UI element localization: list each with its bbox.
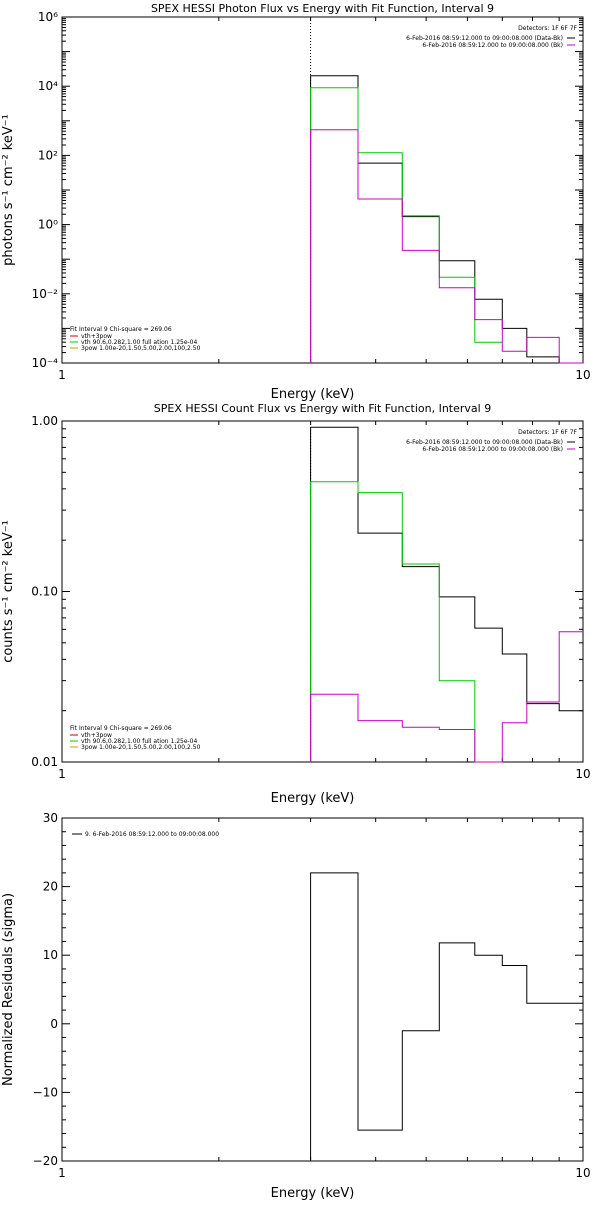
legend-entry-label: vth 90.6,0.282,1.00 full ation 1.25e-04 [81,738,197,745]
y-tick-label: 10⁶ [38,10,58,24]
resid-x-axis-label: Energy (keV) [271,1186,355,1200]
count-legend-fit: Fit Interval 9 Chi-square = 269.06vth+3p… [70,725,201,751]
resid-x-ticks: 1 10 [58,818,591,1180]
resid-plot-frame [61,817,584,1162]
photon-series-2 [310,129,583,364]
series-step-line [310,129,583,364]
count-y-ticks: 0.01 0.10 1.00 [31,414,583,769]
series-step-line [310,426,583,762]
count-plot-frame [61,420,584,763]
count-series-1 [310,481,503,763]
y-tick-label: 10⁻² [32,287,59,301]
legend-title: Detectors: 1F 6F 7F [518,429,577,436]
count-y-axis-label: counts s⁻¹ cm⁻² keV⁻¹ [1,520,16,663]
count-series-2 [310,631,583,763]
resid-legend: 9. 6-Feb-2016 08:59:12.000 to 09:00:08.0… [72,831,219,838]
photon-legend-top: Detectors: 1F 6F 7F 6-Feb-2016 08:59:12.0… [406,25,577,49]
y-tick-label: 0 [50,1017,58,1031]
legend-entry-label: vth+3pow [81,333,112,340]
photon-y-axis-label: photons s⁻¹ cm⁻² keV⁻¹ [1,114,16,266]
legend-entry-label: 6-Feb-2016 08:59:12.000 to 09:00:08.000 … [422,446,563,453]
series-step-line [310,481,503,763]
y-tick-label: 10 [43,948,58,962]
y-tick-label: 30 [43,811,58,825]
resid-y-ticks: −20 −10 0 10 20 30 [33,811,583,1168]
count-x-axis-label: Energy (keV) [271,791,355,806]
legend-entry-label: vth 90.6,0.282,1.00 full ation 1.25e-04 [81,339,197,346]
x-tick-label: 10 [575,368,590,382]
series-step-line [310,87,503,363]
legend-entry-label: 3pow 1.00e-20,1.50,5.00,2.00,100,2.50 [81,345,201,352]
legend-title: Detectors: 1F 6F 7F [518,25,577,32]
y-tick-label: 10⁰ [38,218,58,232]
x-tick-label: 1 [58,368,66,382]
photon-plot-frame [61,16,584,364]
series-step-line [310,631,583,763]
x-tick-label: 10 [575,767,590,781]
count-series-0 [310,426,583,762]
y-tick-label: 1.00 [31,414,58,428]
photon-panel: SPEX HESSI Photon Flux vs Energy with Fi… [1,2,591,402]
count-legend-top: Detectors: 1F 6F 7F 6-Feb-2016 08:59:12.0… [406,429,577,453]
photon-series-1 [310,87,503,363]
y-tick-label: 10⁴ [38,79,58,93]
legend-entry-label: 3pow 1.00e-20,1.50,5.00,2.00,100,2.50 [81,744,201,751]
photon-title: SPEX HESSI Photon Flux vs Energy with Fi… [151,2,494,15]
y-tick-label: 0.10 [31,585,58,599]
legend-entry-label: 9. 6-Feb-2016 08:59:12.000 to 09:00:08.0… [85,831,219,838]
y-tick-label: 0.01 [31,755,58,769]
series-step-line [310,75,583,364]
count-title: SPEX HESSI Count Flux vs Energy with Fit… [154,402,491,415]
y-tick-label: −20 [33,1154,58,1168]
legend-entry-label: 6-Feb-2016 08:59:12.000 to 09:00:08.000 … [406,439,563,446]
y-tick-label: 10⁻⁴ [32,356,59,370]
fit-legend-header: Fit Interval 9 Chi-square = 269.06 [70,326,172,333]
legend-entry-label: 6-Feb-2016 08:59:12.000 to 09:00:08.000 … [422,42,563,49]
x-tick-label: 10 [575,1166,590,1180]
photon-y-ticks: 10⁻⁴ 10⁻² 10⁰ 10² 10⁴ 10⁶ [32,10,583,370]
count-panel: SPEX HESSI Count Flux vs Energy with Fit… [1,402,591,806]
photon-x-axis-label: Energy (keV) [271,387,355,402]
fit-legend-header: Fit Interval 9 Chi-square = 269.06 [70,725,172,732]
y-tick-label: 20 [43,880,58,894]
series-step-line [310,872,583,1161]
legend-entry-label: 6-Feb-2016 08:59:12.000 to 09:00:08.000 … [406,35,563,42]
resid-y-axis-label: Normalized Residuals (sigma) [1,893,16,1086]
x-tick-label: 1 [58,1166,66,1180]
y-tick-label: 10² [38,148,58,162]
legend-entry-label: vth+3pow [81,732,112,739]
x-tick-label: 1 [58,767,66,781]
photon-series-0 [310,75,583,364]
y-tick-label: −10 [33,1085,58,1099]
resid-panel: 1 10 −20 −10 0 10 20 30 Energy (keV) Normalized R… [1,811,591,1201]
resid-series-0 [310,872,583,1161]
photon-legend-fit: Fit Interval 9 Chi-square = 269.06vth+3p… [70,326,201,352]
